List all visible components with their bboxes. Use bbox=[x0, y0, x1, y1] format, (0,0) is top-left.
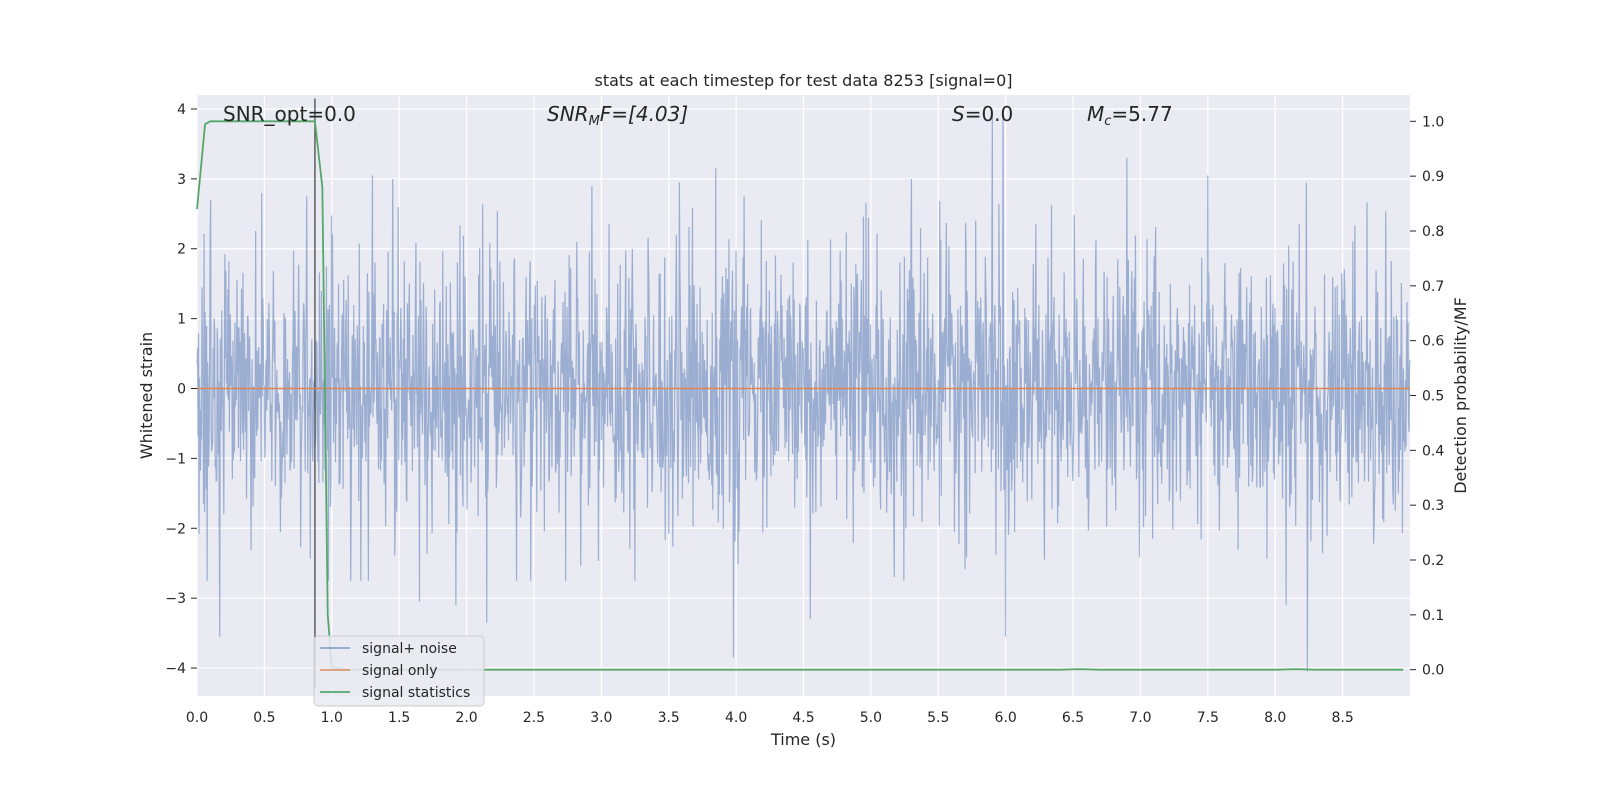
annotation-s: S=0.0 bbox=[952, 102, 1013, 126]
legend-label-signal-statistics: signal statistics bbox=[362, 685, 470, 701]
chart-title: stats at each timestep for test data 825… bbox=[594, 71, 1012, 90]
y-right-tick-label-10: 0.0 bbox=[1422, 663, 1444, 679]
y-tick-label-3: 1 bbox=[177, 312, 186, 328]
series-signal-statistics-line bbox=[196, 120, 1404, 671]
annotation-snr-mf-base: SNR bbox=[547, 102, 589, 126]
series-signal-noise-line bbox=[196, 112, 1411, 672]
x-tick-label-7: 3.5 bbox=[658, 710, 680, 726]
y-right-tick-label-2: 0.8 bbox=[1422, 224, 1444, 240]
noise-series-layer bbox=[196, 112, 1411, 672]
y-tick-label-4: 0 bbox=[177, 382, 186, 398]
y-right-tick-label-8: 0.2 bbox=[1422, 553, 1444, 569]
y-axis-label: Whitened strain bbox=[137, 332, 156, 459]
x-tick-label-6: 3.0 bbox=[590, 710, 612, 726]
x-tick-label-0: 0.0 bbox=[186, 710, 208, 726]
x-tick-label-17: 8.5 bbox=[1331, 710, 1353, 726]
y-tick-label-6: −2 bbox=[165, 521, 186, 537]
x-axis-label: Time (s) bbox=[770, 730, 836, 749]
annotation-s-rest: =0.0 bbox=[965, 102, 1014, 126]
y-tick-label-1: 3 bbox=[177, 172, 186, 188]
x-tick-label-12: 6.0 bbox=[995, 710, 1017, 726]
annotation-snr-mf: SNRMF=[4.03] bbox=[547, 102, 688, 129]
x-tick-label-2: 1.0 bbox=[321, 710, 343, 726]
x-tick-label-9: 4.5 bbox=[792, 710, 814, 726]
annotation-mc-sub: c bbox=[1104, 114, 1111, 129]
y-right-tick-label-9: 0.1 bbox=[1422, 608, 1444, 624]
y-tick-label-0: 4 bbox=[177, 102, 186, 118]
legend-box bbox=[313, 635, 485, 707]
annotation-mc-rest: =5.77 bbox=[1111, 102, 1172, 126]
x-tick-label-3: 1.5 bbox=[388, 710, 410, 726]
annotation-s-label: S bbox=[952, 102, 965, 126]
x-tick-label-13: 6.5 bbox=[1062, 710, 1084, 726]
annotation-mc-base: M bbox=[1087, 102, 1104, 126]
annotation-snr-opt: SNR_opt=0.0 bbox=[223, 102, 356, 126]
annotation-snr-mf-rest: F=[4.03] bbox=[600, 102, 688, 126]
y-axis-right-label: Detection probability/MF bbox=[1451, 297, 1470, 494]
x-tick-label-5: 2.5 bbox=[523, 710, 545, 726]
y-right-tick-label-6: 0.4 bbox=[1422, 443, 1444, 459]
x-tick-label-11: 5.5 bbox=[927, 710, 949, 726]
annotation-snr-mf-sub: M bbox=[589, 114, 600, 129]
x-tick-label-16: 8.0 bbox=[1264, 710, 1286, 726]
legend: signal+ noise signal only signal statist… bbox=[313, 635, 485, 707]
y-tick-label-5: −1 bbox=[165, 451, 186, 467]
x-tick-label-4: 2.0 bbox=[455, 710, 477, 726]
y-right-tick-label-1: 0.9 bbox=[1422, 169, 1444, 185]
y-tick-label-7: −3 bbox=[165, 591, 186, 607]
x-tick-label-14: 7.0 bbox=[1129, 710, 1151, 726]
y-right-tick-label-4: 0.6 bbox=[1422, 334, 1444, 350]
legend-label-signal-noise: signal+ noise bbox=[362, 641, 457, 657]
x-tick-label-15: 7.5 bbox=[1197, 710, 1219, 726]
y-right-tick-label-7: 0.3 bbox=[1422, 498, 1444, 514]
y-right-tick-label-0: 1.0 bbox=[1422, 114, 1444, 130]
series-layer bbox=[196, 98, 1410, 688]
x-tick-label-8: 4.0 bbox=[725, 710, 747, 726]
annotation-mc: Mc=5.77 bbox=[1087, 102, 1173, 129]
x-tick-label-1: 0.5 bbox=[253, 710, 275, 726]
y-right-tick-label-3: 0.7 bbox=[1422, 279, 1444, 295]
legend-label-signal-only: signal only bbox=[362, 663, 437, 679]
x-tick-label-10: 5.0 bbox=[860, 710, 882, 726]
y-right-tick-label-5: 0.5 bbox=[1422, 389, 1444, 405]
ticks: 0.0 0.5 1.0 1.5 2.0 2.5 3.0 3.5 4.0 4.5 5.0 5.5 6.0 6… bbox=[165, 102, 1444, 726]
y-tick-label-8: −4 bbox=[165, 661, 186, 677]
y-tick-label-2: 2 bbox=[177, 242, 186, 258]
